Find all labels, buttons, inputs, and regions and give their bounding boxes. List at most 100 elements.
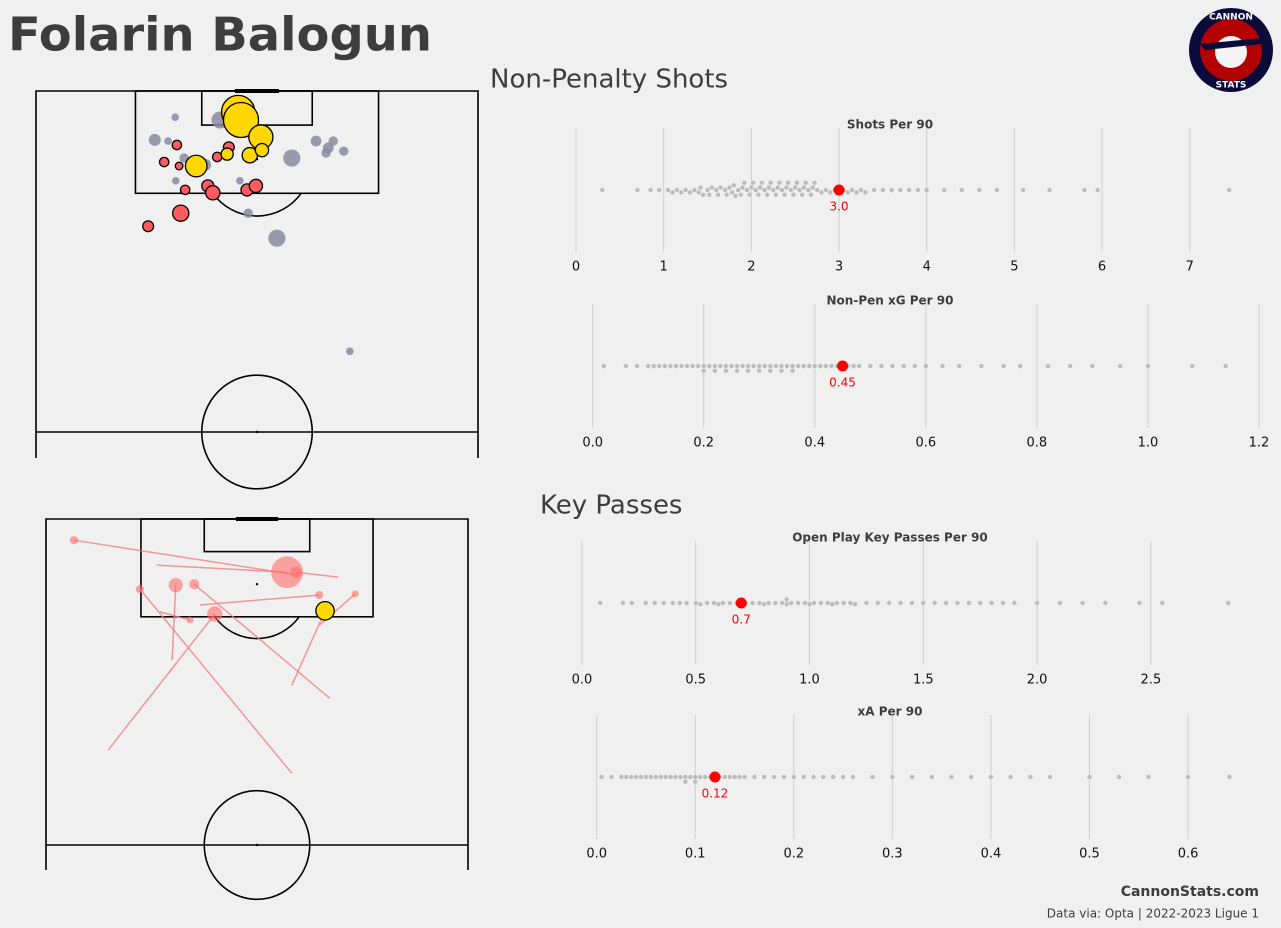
- swarm-dot: [677, 600, 683, 606]
- swarm-dot: [878, 363, 884, 369]
- swarm-dot: [784, 601, 790, 607]
- swarm-title: xA Per 90: [858, 705, 923, 719]
- swarm-dot: [756, 363, 762, 369]
- swarm-dot: [915, 187, 921, 193]
- swarm-dot: [767, 363, 773, 369]
- pass-target: [315, 601, 335, 621]
- swarm-dot: [976, 187, 982, 193]
- swarm-dot: [783, 185, 789, 191]
- pass-line: [159, 611, 191, 621]
- swarm-dot: [803, 180, 809, 186]
- swarm-dot: [850, 774, 856, 780]
- logo-text: CANNON: [1209, 13, 1253, 23]
- swarm-dot: [734, 368, 740, 374]
- swarm-dot: [829, 601, 835, 607]
- swarm-dot: [862, 189, 868, 195]
- shot: [174, 161, 184, 171]
- swarm-dot: [797, 187, 803, 193]
- swarm-dot: [1095, 187, 1101, 193]
- swarm-dot: [706, 192, 712, 198]
- swarm-dot: [845, 189, 851, 195]
- swarm-dot: [943, 600, 949, 606]
- swarm-dot: [750, 600, 756, 606]
- swarm-dot: [735, 187, 741, 193]
- swarm-dot: [653, 774, 659, 780]
- swarm-dot: [817, 363, 823, 369]
- swarm-dot: [1000, 600, 1006, 606]
- section-title: Non-Penalty Shots: [490, 65, 728, 95]
- swarm-dot: [1223, 363, 1229, 369]
- shot: [222, 101, 260, 139]
- swarm-dot: [697, 774, 703, 780]
- swarm-dot: [772, 600, 778, 606]
- section-title: Key Passes: [540, 491, 682, 521]
- pass-line: [107, 613, 216, 751]
- shot: [254, 142, 270, 158]
- swarm-dot: [820, 774, 826, 780]
- swarm-dot: [729, 189, 735, 195]
- swarm-dot: [706, 363, 712, 369]
- swarm-dot: [759, 180, 765, 186]
- swarm-dot: [1117, 363, 1123, 369]
- swarm-dot: [771, 774, 777, 780]
- logo-cannon: [1200, 38, 1262, 50]
- swarm-dot: [629, 600, 635, 606]
- swarm-dot: [740, 185, 746, 191]
- swarm-dot: [788, 187, 794, 193]
- swarm-dot: [695, 363, 701, 369]
- swarm-dot: [779, 600, 785, 606]
- swarm-dot: [956, 363, 962, 369]
- swarm-dot: [1089, 363, 1095, 369]
- swarm-dot: [744, 187, 750, 193]
- swarm-dot: [601, 363, 607, 369]
- player-dot: [709, 771, 721, 783]
- swarm-dot: [823, 187, 829, 193]
- swarm-dot: [978, 363, 984, 369]
- swarm-dot: [762, 363, 768, 369]
- swarm-dot: [806, 363, 812, 369]
- pass-target: [290, 566, 302, 579]
- swarm-dot: [788, 600, 794, 606]
- swarm-dot: [741, 774, 748, 780]
- player-dot: [735, 597, 747, 609]
- penalty-arc: [214, 616, 300, 640]
- x-tick-label: 4: [923, 260, 931, 275]
- swarm-dot: [989, 600, 995, 606]
- swarm-dot: [756, 368, 762, 374]
- swarm-dot: [656, 363, 662, 369]
- swarm-dot: [1102, 600, 1108, 606]
- swarm-dot: [811, 600, 817, 606]
- swarm-dot: [770, 187, 776, 193]
- swarm-dot: [692, 774, 698, 780]
- swarm-dot: [745, 368, 751, 374]
- swarm-dot: [663, 774, 669, 780]
- swarm-dot: [790, 363, 796, 369]
- x-tick-label: 0.2: [783, 847, 804, 862]
- swarm-dot: [811, 180, 818, 186]
- swarm-dot: [841, 600, 847, 606]
- swarm-dot: [599, 774, 605, 780]
- swarm-dot: [790, 368, 796, 374]
- swarm-dot: [608, 774, 615, 780]
- swarm-dot: [785, 180, 791, 186]
- x-tick-label: 0.0: [582, 436, 603, 451]
- pass-line: [139, 588, 293, 774]
- swarm-dot: [851, 363, 857, 369]
- swarm-dot: [849, 187, 855, 193]
- swarm-dot: [792, 185, 798, 191]
- swarm-dot: [939, 363, 946, 369]
- swarm-dot: [870, 774, 876, 780]
- swarm-dot: [856, 363, 862, 369]
- swarm-dot: [1017, 363, 1023, 369]
- swarm-dot: [889, 187, 895, 193]
- swarm-dot: [701, 363, 707, 369]
- shot: [310, 135, 322, 147]
- swarm-dot: [773, 192, 779, 198]
- swarm-dot: [702, 774, 708, 780]
- swarm-dot: [923, 363, 929, 369]
- x-tick-label: 0.3: [882, 847, 903, 862]
- swarm-dot: [652, 600, 658, 606]
- x-tick-label: 0: [572, 260, 580, 275]
- swarm-dot: [683, 187, 689, 193]
- swarm-dot: [782, 192, 788, 198]
